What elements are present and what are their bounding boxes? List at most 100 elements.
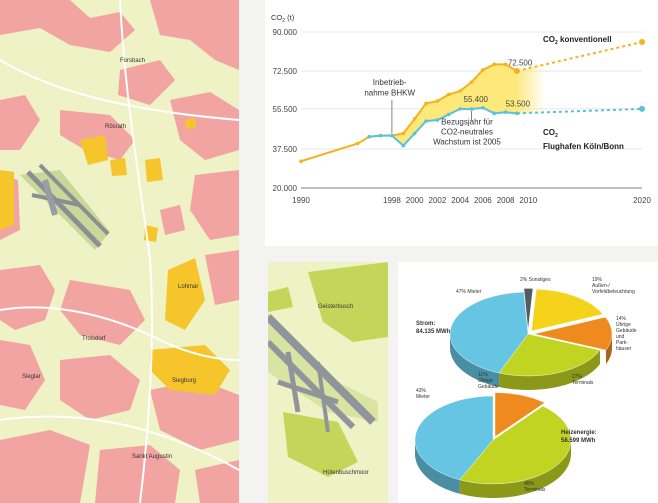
roads: [0, 0, 239, 503]
pie-slice: [494, 392, 546, 437]
data-point: [469, 80, 474, 84]
pie1-title: Strom:: [416, 321, 435, 327]
pie1-label-text: häuser: [616, 346, 632, 352]
pie-slice-side: [415, 440, 460, 494]
co2-line-chart-svg: CO2 (t) 90.000 72.500 55.500 37.500 20.000 1…: [271, 13, 651, 205]
data-point: [446, 112, 451, 117]
place-label: Sankt Augustin: [132, 454, 172, 460]
place-label: Siegburg: [172, 378, 196, 384]
data-point: [412, 117, 417, 121]
data-point: [435, 118, 440, 122]
data-point: [435, 99, 440, 103]
legend-co2-flughafen: CO2: [543, 128, 558, 139]
data-point: [424, 101, 428, 106]
pie1-label-text: Übrige: [616, 321, 631, 328]
data-point: [401, 131, 406, 136]
data-point: [378, 133, 383, 138]
pie-slice: [414, 395, 494, 481]
place-label: Rösrath: [105, 124, 126, 130]
x-tick-label: 2000: [406, 196, 424, 205]
y-tick-label: 72.500: [273, 67, 298, 76]
gridlines: [301, 31, 642, 189]
pie1-label-text: Terminals: [572, 380, 594, 386]
value-label-53500: 53.500: [506, 100, 531, 109]
data-point: [390, 133, 394, 138]
data-point: [424, 119, 428, 123]
x-tick-label: 2020: [633, 196, 651, 205]
co2-line-chart: CO2 (t) 90.000 72.500 55.500 37.500 20.000 1…: [265, 0, 658, 246]
place-label: Lohmar: [178, 284, 198, 290]
pie2-title: Heizenergie:: [561, 430, 597, 436]
pie2-label-pct: 46%: [524, 481, 535, 487]
pie1-label-text: Park-: [616, 340, 628, 346]
forest-area: [268, 287, 293, 312]
map-place-labels: Forsbach Rösrath Lohmar Troisdorf Siegla…: [22, 58, 198, 460]
data-point: [503, 110, 508, 115]
x-tick-label: 1998: [383, 196, 401, 205]
place-label: Hütenbuschmoor: [323, 470, 369, 476]
pie1-label-pct: 14%: [616, 316, 627, 322]
data-point: [401, 143, 406, 148]
data-point: [446, 92, 451, 97]
legend-flughafen-name: Flughafen Köln/Bonn: [543, 142, 624, 151]
small-map-graphic: Geisterbusch Hütenbuschmoor: [268, 262, 388, 477]
x-tick-labels: 1990 1998 2000 2002 2004 2006 2008 2010 2020: [292, 196, 651, 205]
pie1-subtitle: 84.135 MWh: [416, 329, 451, 335]
pie2-label-text: Terminals: [524, 487, 546, 493]
pie-slice-side: [450, 334, 500, 388]
x-tick-label: 2002: [429, 196, 447, 205]
place-label: Geisterbusch: [318, 304, 353, 310]
marker-2009-conventional: [513, 68, 520, 74]
large-airport-map: Forsbach Rösrath Lohmar Troisdorf Siegla…: [0, 0, 239, 503]
pie-slice-side: [499, 350, 601, 390]
airport-runways: [20, 163, 110, 250]
forest-area-huetenbusch: [283, 412, 358, 477]
pie1-label-text: Gebäude: [616, 328, 637, 334]
pie1-label-pct: 27%: [572, 374, 583, 380]
y-tick-label: 55.500: [273, 105, 298, 114]
pie-slice-side: [606, 333, 612, 365]
projection-line-conventional: [516, 41, 643, 72]
data-point: [492, 111, 497, 116]
small-airport-map: Geisterbusch Hütenbuschmoor: [268, 262, 388, 503]
heating-pie: [414, 392, 572, 485]
pie-slice: [531, 288, 604, 332]
data-point: [458, 107, 462, 111]
pie1-label-text: Vorfeldbeleuchtung: [592, 289, 635, 295]
y-axis-label: CO2 (t): [271, 13, 295, 24]
large-map-graphic: Forsbach Rösrath Lohmar Troisdorf Siegla…: [0, 0, 239, 503]
annotation-text: Inbetrieb-: [373, 78, 407, 87]
pie-slice-side: [459, 440, 571, 498]
data-point: [481, 105, 485, 110]
pie1-label-pct: 19%: [592, 277, 603, 283]
series-line-airport: [369, 106, 518, 147]
pie2-label-pct: 11%: [478, 372, 488, 378]
data-point: [356, 141, 360, 146]
data-point: [367, 134, 371, 139]
small-map-runways: [268, 314, 376, 433]
data-points: [299, 39, 645, 164]
x-tick-label: 1990: [292, 196, 310, 205]
data-point: [299, 159, 303, 164]
pie-charts-svg: Strom: 84.135 MWh 2% Sonstiges 19% Außen…: [414, 277, 637, 498]
pie1-label-sonstiges: 2% Sonstiges: [520, 277, 551, 283]
annotations: Inbetrieb-nahme BHKW Bezugsjahr fürCO2-ne…: [364, 78, 501, 147]
electricity-pie-depth: [450, 333, 612, 390]
x-tick-label: 2004: [451, 196, 469, 205]
series-lines: [300, 41, 643, 163]
projection-line-airport: [516, 107, 643, 115]
legend-co2-konventionell: CO2 konventionell: [543, 35, 612, 46]
data-point: [492, 62, 497, 67]
settlement-areas: [0, 0, 239, 503]
y-tick-labels: 90.000 72.500 55.500 37.500 20.000: [273, 28, 298, 193]
data-point: [515, 111, 519, 116]
pie2-label-text: Übrige: [478, 377, 493, 384]
pie2-label-pct: 43%: [416, 388, 427, 394]
place-label: Sieglar: [22, 374, 41, 380]
pie-slice: [449, 291, 529, 374]
pie-slice: [498, 333, 601, 377]
x-tick-label: 2010: [519, 196, 537, 205]
pie2-label-text: Gebäude: [478, 384, 499, 390]
energy-pie-charts: Strom: 84.135 MWh 2% Sonstiges 19% Außen…: [398, 262, 658, 503]
projection-endpoint: [639, 39, 645, 46]
